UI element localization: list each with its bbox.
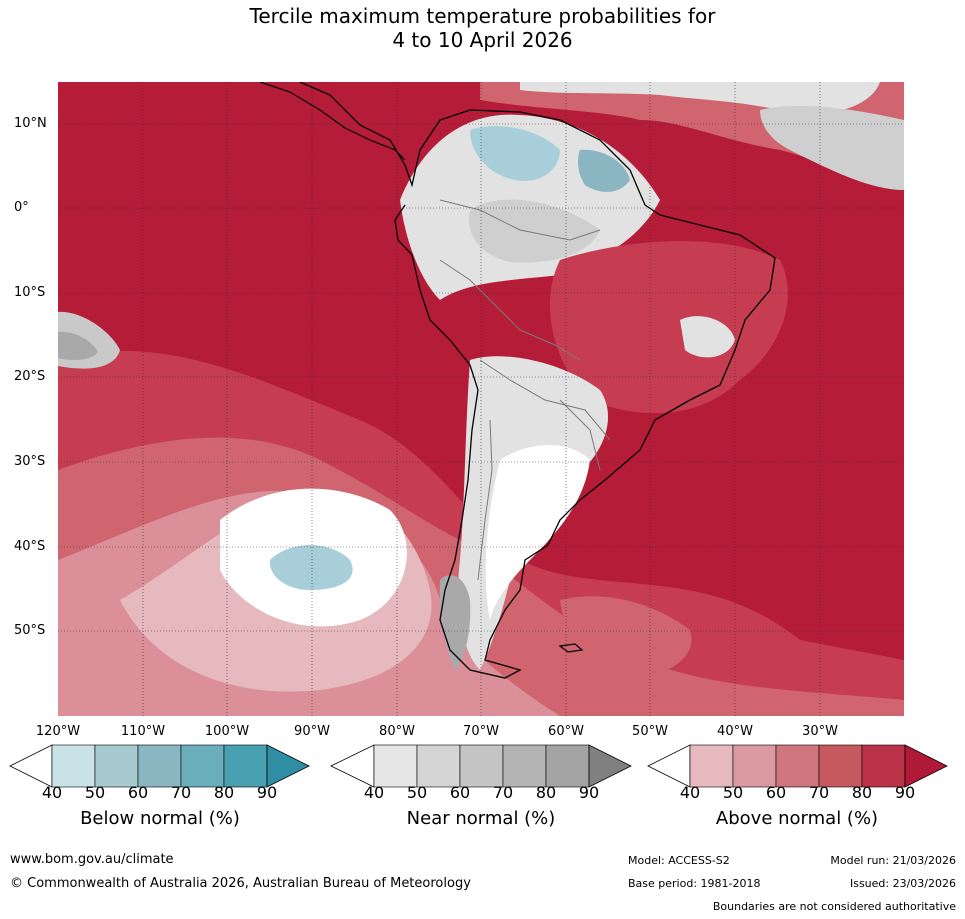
argentina-white-region [485, 445, 590, 620]
title-line-2: 4 to 10 April 2026 [392, 28, 573, 52]
cb3-swatch-50-60 [732, 744, 777, 788]
cb3-tick: 70 [808, 783, 830, 802]
cb1-tick: 40 [41, 783, 63, 802]
lon-label-100w: 100°W [204, 724, 250, 739]
copyright-text: © Commonwealth of Australia 2026, Austra… [10, 876, 471, 891]
graticule [58, 82, 904, 716]
lat-label-10s: 10°S [14, 285, 46, 300]
cb2-tick: 80 [535, 783, 557, 802]
cb1-tick: 70 [170, 783, 192, 802]
cb2-swatch-40-50 [373, 744, 418, 788]
south-atlantic-70-region [560, 596, 692, 680]
guiana-below-normal-region [577, 149, 630, 192]
amazon-near-60-region [469, 199, 600, 263]
north-atlantic-near-region [520, 82, 880, 114]
coastline [299, 82, 776, 679]
cb3-swatch-80-90 [861, 744, 906, 788]
model-text: Model: ACCESS-S2 [628, 854, 730, 867]
cb1-tick: 90 [256, 783, 278, 802]
cb2-tick: 70 [492, 783, 514, 802]
base-period-text: Base period: 1981-2018 [628, 877, 761, 890]
lat-label-40s: 40°S [14, 539, 46, 554]
colorbar-above-normal [647, 744, 948, 788]
lon-label-70w: 70°W [463, 724, 499, 739]
cb2-swatch-50-60 [416, 744, 461, 788]
cb2-swatch-80-90 [545, 744, 590, 788]
above-normal-legend-title: Above normal (%) [715, 808, 879, 829]
east-atlantic-near-region [760, 105, 904, 190]
lat-label-10n: 10°N [14, 116, 47, 131]
cb1-tick: 80 [213, 783, 235, 802]
lon-label-40w: 40°W [717, 724, 753, 739]
colorbar-below-normal [9, 744, 310, 788]
lat-label-30s: 30°S [14, 454, 46, 469]
cb2-tick: 50 [406, 783, 428, 802]
lon-label-30w: 30°W [802, 724, 838, 739]
cb3-tick: 80 [851, 783, 873, 802]
cb2-tick: 40 [363, 783, 385, 802]
lat-label-50s: 50°S [14, 623, 46, 638]
disclaimer-text: Boundaries are not considered authoritat… [712, 900, 956, 913]
lon-label-110w: 110°W [120, 724, 166, 739]
cb1-swatch-50-60 [94, 744, 139, 788]
lon-label-60w: 60°W [548, 724, 584, 739]
patagonia-near-80-region [439, 575, 471, 670]
below-normal-legend-title: Below normal (%) [80, 808, 240, 829]
cb3-low-arrow [647, 744, 691, 788]
country-borders [439, 199, 611, 581]
cb1-swatch-70-80 [180, 744, 225, 788]
cb1-tick: 50 [84, 783, 106, 802]
website-link[interactable]: www.bom.gov.au/climate [10, 852, 174, 867]
lat-label-20s: 20°S [14, 369, 46, 384]
near-normal-legend-title: Near normal (%) [406, 808, 556, 829]
lon-label-120w: 120°W [35, 724, 81, 739]
cb3-high-arrow [904, 744, 948, 788]
cb2-tick: 90 [578, 783, 600, 802]
cb1-tick: 60 [127, 783, 149, 802]
cb2-tick: 60 [449, 783, 471, 802]
issued-text: Issued: 23/03/2026 [849, 877, 956, 890]
map-title: Tercile maximum temperature probabilitie… [0, 4, 965, 52]
lon-label-80w: 80°W [379, 724, 415, 739]
cb2-swatch-60-70 [459, 744, 504, 788]
brazil-above-80-region [550, 241, 788, 414]
brazil-near-normal-patch [680, 316, 735, 358]
cb3-swatch-70-80 [818, 744, 863, 788]
below-normal-50-region [269, 545, 353, 590]
central-america-coast [259, 82, 406, 161]
cb3-tick: 50 [722, 783, 744, 802]
cb1-swatch-80-90 [223, 744, 268, 788]
cb2-swatch-70-80 [502, 744, 547, 788]
cb3-tick: 40 [679, 783, 701, 802]
falkland-islands [558, 643, 584, 653]
cb3-swatch-40-50 [689, 744, 734, 788]
cb1-swatch-40-50 [51, 744, 96, 788]
cb2-low-arrow [330, 744, 375, 788]
cb1-low-arrow [9, 744, 53, 788]
title-line-1: Tercile maximum temperature probabilitie… [249, 4, 716, 28]
cb3-tick: 60 [765, 783, 787, 802]
venezuela-below-normal-region [470, 126, 560, 181]
lon-label-90w: 90°W [294, 724, 330, 739]
cb3-swatch-60-70 [775, 744, 820, 788]
lat-label-0: 0° [14, 200, 29, 215]
cb3-tick: 90 [894, 783, 916, 802]
cb1-swatch-60-70 [137, 744, 182, 788]
colorbar-near-normal [330, 744, 632, 788]
lon-label-50w: 50°W [632, 724, 668, 739]
near-normal-80-region [58, 331, 98, 360]
probability-field [58, 82, 904, 716]
model-run-text: Model run: 21/03/2026 [830, 854, 956, 867]
cb2-high-arrow [588, 744, 632, 788]
cb1-high-arrow [266, 744, 310, 788]
